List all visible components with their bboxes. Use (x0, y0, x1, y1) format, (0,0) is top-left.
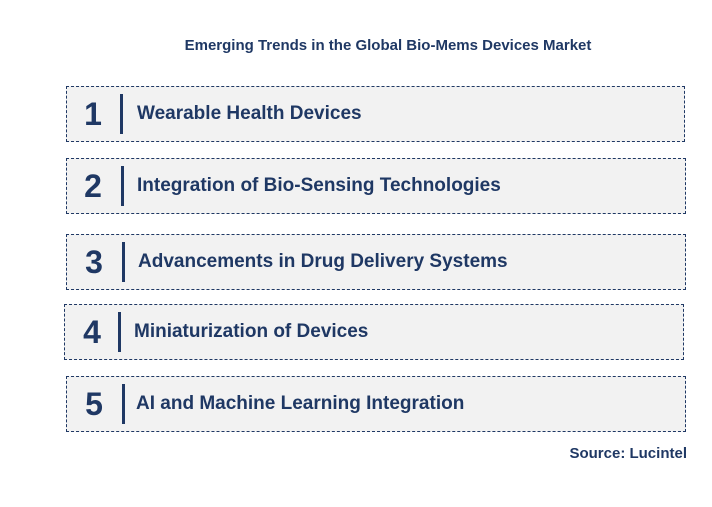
trend-label: Integration of Bio-Sensing Technologies (137, 175, 501, 196)
trend-item-4: 4 Miniaturization of Devices (64, 304, 684, 360)
trend-number: 4 (83, 313, 101, 350)
trend-number: 5 (85, 385, 103, 422)
trend-label: Wearable Health Devices (137, 103, 362, 124)
trend-label: Advancements in Drug Delivery Systems (138, 251, 508, 272)
trend-label: AI and Machine Learning Integration (136, 393, 465, 414)
trend-divider (122, 384, 125, 424)
trend-number: 3 (85, 243, 103, 280)
trend-divider (120, 94, 123, 134)
diagram-title: Emerging Trends in the Global Bio-Mems D… (184, 37, 592, 54)
trend-item-1: 1 Wearable Health Devices (66, 86, 685, 142)
trend-number: 1 (84, 95, 102, 132)
trend-divider (121, 166, 124, 206)
trend-number: 2 (84, 167, 102, 204)
trend-item-2: 2 Integration of Bio-Sensing Technologie… (66, 158, 686, 214)
trend-item-5: 5 AI and Machine Learning Integration (66, 376, 686, 432)
trend-item-3: 3 Advancements in Drug Delivery Systems (66, 234, 686, 290)
source-label: Source: Lucintel (569, 445, 687, 462)
trend-divider (122, 242, 125, 282)
trend-divider (118, 312, 121, 352)
trend-label: Miniaturization of Devices (134, 321, 369, 342)
